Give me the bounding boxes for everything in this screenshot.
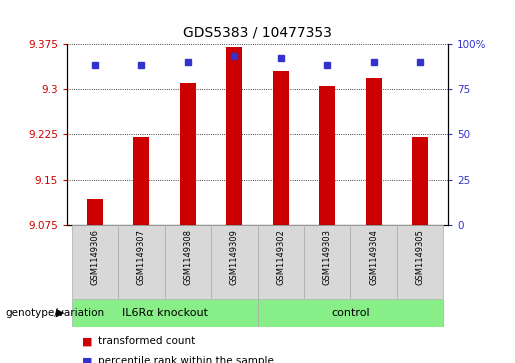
- Text: GSM1149303: GSM1149303: [323, 229, 332, 285]
- Text: GSM1149309: GSM1149309: [230, 229, 239, 285]
- Bar: [87, 199, 103, 225]
- Bar: [366, 78, 382, 225]
- Bar: [319, 86, 335, 225]
- Bar: [397, 225, 443, 299]
- Text: GSM1149307: GSM1149307: [137, 229, 146, 285]
- Bar: [412, 137, 428, 225]
- Text: ■: ■: [82, 336, 93, 346]
- Text: control: control: [331, 308, 370, 318]
- Bar: [258, 225, 304, 299]
- Bar: [304, 225, 350, 299]
- Text: GSM1149302: GSM1149302: [276, 229, 285, 285]
- Text: ▶: ▶: [56, 308, 64, 318]
- Text: ■: ■: [82, 356, 93, 363]
- Text: GSM1149306: GSM1149306: [90, 229, 99, 285]
- Bar: [272, 71, 289, 225]
- Text: GSM1149304: GSM1149304: [369, 229, 378, 285]
- Bar: [72, 299, 258, 327]
- Bar: [133, 137, 149, 225]
- Text: GSM1149305: GSM1149305: [416, 229, 425, 285]
- Bar: [118, 225, 165, 299]
- Bar: [350, 225, 397, 299]
- Title: GDS5383 / 10477353: GDS5383 / 10477353: [183, 26, 332, 40]
- Text: genotype/variation: genotype/variation: [5, 308, 104, 318]
- Text: IL6Rα knockout: IL6Rα knockout: [122, 308, 208, 318]
- Bar: [72, 225, 118, 299]
- Bar: [180, 83, 196, 225]
- Bar: [165, 225, 211, 299]
- Bar: [211, 225, 258, 299]
- Text: GSM1149308: GSM1149308: [183, 229, 192, 285]
- Bar: [258, 299, 443, 327]
- Text: percentile rank within the sample: percentile rank within the sample: [98, 356, 274, 363]
- Bar: [226, 46, 243, 225]
- Text: transformed count: transformed count: [98, 336, 195, 346]
